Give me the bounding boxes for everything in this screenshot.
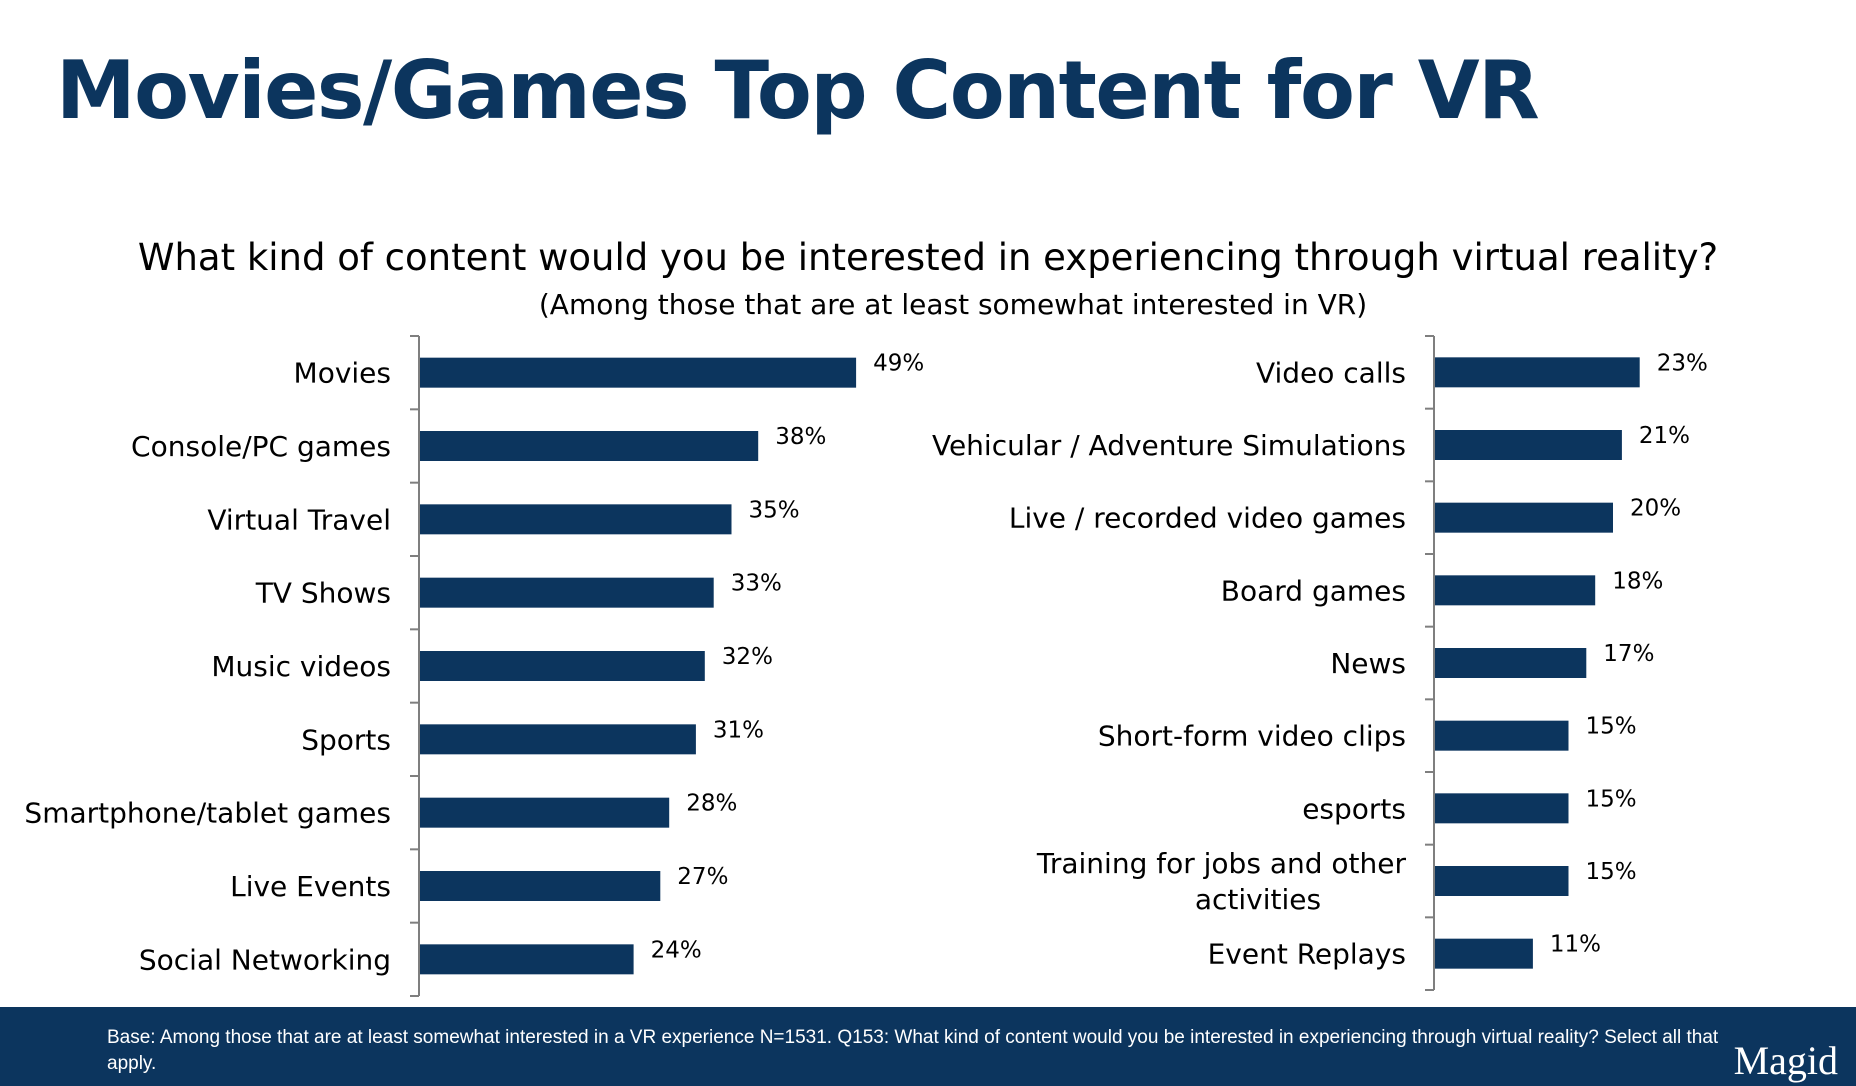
chart-2: 23% Video calls 21% Vehicular / Adventure S… [932,335,1708,991]
data-label: 23% [1657,350,1708,376]
data-label: 38% [775,424,826,450]
category-label: Training for jobs and other [1036,847,1407,880]
bar [420,871,661,901]
category-label: Smartphone/tablet games [24,797,391,830]
category-label: Virtual Travel [207,503,391,536]
data-label: 15% [1586,786,1637,812]
bar [1435,430,1622,460]
category-label: Live / recorded video games [1009,502,1406,535]
data-label: 24% [651,937,702,963]
magid-logo: Magid [1733,1038,1838,1083]
category-label: activities [1195,883,1321,916]
bar [1435,502,1613,533]
slide-title: Movies/Games Top Content for VR [56,44,1540,137]
bar [420,431,759,461]
data-label: 27% [677,864,728,890]
bar [1435,938,1533,969]
category-label: News [1330,647,1406,680]
category-label: Movies [294,357,391,390]
data-label: 17% [1603,641,1654,667]
category-label: Event Replays [1208,938,1406,971]
data-label: 31% [713,717,764,743]
category-label: esports [1302,792,1406,825]
bar [420,724,696,755]
bar [1435,357,1640,388]
category-label: Vehicular / Adventure Simulations [932,429,1406,462]
data-label: 35% [749,497,800,523]
data-label: 32% [722,644,773,670]
footnote: Base: Among those that are at least some… [107,1027,1719,1074]
data-label: 33% [731,571,782,597]
category-label: Live Events [230,870,391,903]
data-label: 15% [1586,859,1637,885]
bar-charts: 49% Movies 38% Console/PC games 35% Virtual T… [24,335,1708,997]
data-label: 49% [873,351,924,377]
category-label: Console/PC games [131,430,391,463]
category-label: Social Networking [139,943,391,976]
category-label: Short-form video clips [1098,720,1406,753]
bar [420,504,732,535]
data-label: 28% [686,791,737,817]
bar [1435,793,1569,824]
category-label: Board games [1221,574,1406,607]
bar [420,797,670,828]
bar [420,944,634,975]
survey-question: What kind of content would you be intere… [137,236,1719,279]
data-label: 11% [1550,932,1601,958]
bar [1435,866,1569,896]
bar [1435,720,1569,751]
bar [1435,575,1596,606]
bar [420,577,714,608]
bar [1435,648,1587,678]
category-label: Sports [301,723,391,756]
footer-bar: Base: Among those that are at least some… [0,1007,1856,1086]
category-label: Video calls [1256,356,1406,389]
data-label: 15% [1586,714,1637,740]
bar [420,357,857,388]
data-label: 18% [1612,568,1663,594]
chart-1: 49% Movies 38% Console/PC games 35% Virtual T… [24,335,924,997]
bar [420,651,705,681]
category-label: TV Shows [255,577,391,610]
category-label: Music videos [211,650,391,683]
survey-subquestion: (Among those that are at least somewhat … [538,288,1368,321]
data-label: 21% [1639,423,1690,449]
data-label: 20% [1630,496,1681,522]
